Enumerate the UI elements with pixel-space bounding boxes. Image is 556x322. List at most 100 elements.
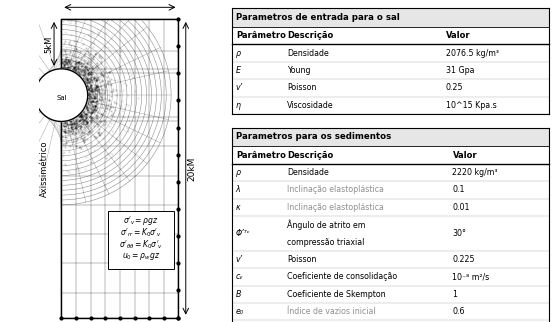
Point [85, 55, 93, 60]
Point [94, 123, 103, 128]
Point [91, 106, 100, 111]
Point [78, 62, 87, 67]
Point [67, 125, 76, 130]
Point [72, 118, 81, 123]
Text: ρ: ρ [236, 168, 241, 177]
Point [77, 113, 86, 118]
Point [57, 66, 66, 71]
Point [67, 123, 76, 128]
Point [92, 112, 101, 117]
Point [64, 67, 73, 72]
Point [89, 53, 98, 58]
Point [70, 121, 78, 126]
Point [61, 144, 70, 149]
Point [77, 114, 86, 119]
Point [86, 70, 95, 75]
Point [85, 75, 94, 80]
Point [125, 118, 133, 123]
Point [87, 72, 96, 77]
Point [64, 148, 73, 153]
Point [96, 132, 105, 137]
Point [93, 101, 102, 107]
Point [76, 117, 85, 122]
Point [71, 58, 80, 63]
Point [88, 108, 97, 113]
Point [77, 124, 86, 129]
Point [120, 81, 129, 86]
Point [96, 55, 105, 60]
Point [79, 135, 88, 140]
Point [71, 121, 80, 126]
Point [91, 86, 100, 91]
Point [59, 149, 68, 154]
Point [72, 136, 81, 141]
Point [68, 124, 77, 129]
Point [68, 58, 77, 63]
Point [105, 106, 113, 111]
Text: v’: v’ [236, 255, 243, 264]
Point [82, 106, 91, 111]
Point [67, 43, 76, 48]
Text: Coeficiente de consolidação: Coeficiente de consolidação [287, 272, 397, 281]
Point [88, 30, 97, 35]
Point [59, 141, 68, 147]
Point [82, 83, 91, 88]
Point [80, 113, 88, 118]
Point [83, 31, 92, 36]
Point [75, 59, 83, 64]
Point [85, 103, 93, 108]
Polygon shape [35, 69, 88, 121]
Point [78, 76, 87, 81]
Text: Viscosidade: Viscosidade [287, 101, 334, 110]
Point [96, 119, 105, 124]
Point [98, 97, 107, 102]
Point [95, 90, 103, 95]
Point [95, 54, 104, 59]
Point [105, 124, 113, 129]
Point [73, 64, 82, 69]
Point [93, 129, 102, 134]
Point [83, 96, 92, 101]
Point [87, 99, 96, 104]
Point [66, 121, 75, 126]
Point [68, 128, 77, 134]
Point [92, 115, 101, 120]
Point [102, 105, 111, 110]
Point [70, 121, 78, 127]
Point [82, 132, 91, 137]
Point [88, 87, 97, 92]
Point [73, 59, 82, 64]
Point [99, 119, 108, 124]
Point [82, 136, 91, 141]
Text: E: E [236, 66, 241, 75]
Point [77, 37, 86, 42]
Point [62, 51, 71, 56]
Point [72, 131, 81, 136]
Point [85, 92, 94, 97]
Point [102, 151, 111, 156]
Point [108, 104, 117, 109]
Point [87, 89, 96, 94]
Point [91, 119, 100, 125]
Point [83, 120, 92, 125]
Point [59, 53, 68, 58]
Text: ρ: ρ [236, 49, 241, 58]
Text: Φ’ᵀᶜ: Φ’ᵀᶜ [236, 229, 250, 238]
Point [98, 136, 107, 141]
Point [101, 70, 110, 75]
Point [89, 134, 98, 139]
Point [87, 101, 96, 107]
Point [82, 112, 91, 117]
Point [81, 65, 90, 70]
Point [80, 69, 88, 74]
Point [65, 40, 74, 45]
Point [59, 123, 68, 128]
Point [71, 68, 80, 73]
Point [104, 78, 113, 83]
Point [77, 116, 86, 121]
Point [86, 88, 95, 93]
Point [83, 123, 92, 128]
Point [85, 87, 93, 92]
Point [81, 105, 90, 110]
Point [81, 127, 90, 132]
